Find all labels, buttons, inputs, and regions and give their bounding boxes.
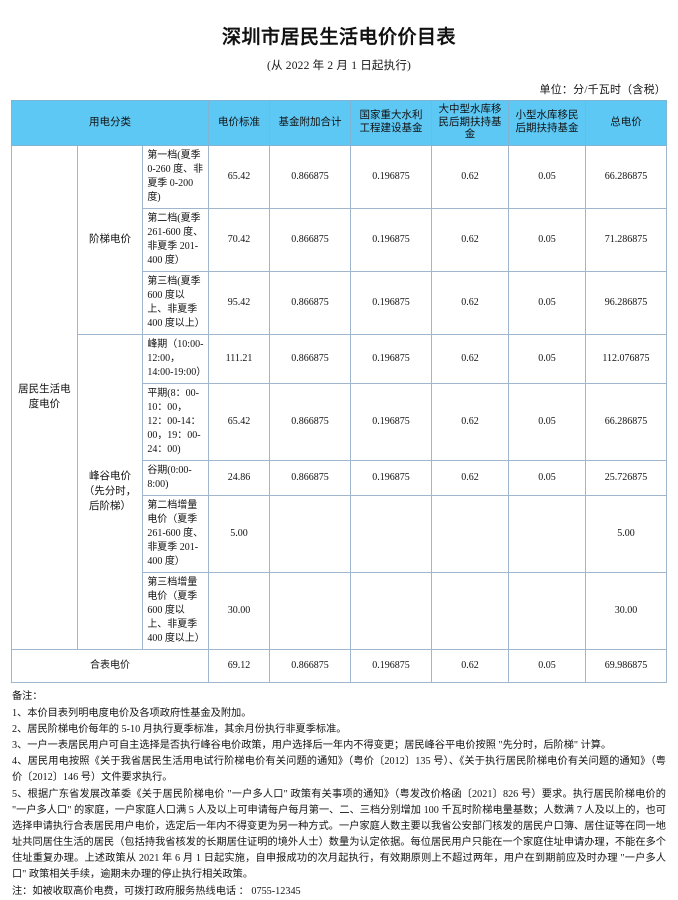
unit-note: 单位：分/千瓦时（含税） xyxy=(539,83,666,96)
total-total-price: 69.986875 xyxy=(585,648,667,683)
note-item-1: 1、本价目表列明电度电价及各项政府性基金及附加。 xyxy=(12,707,252,719)
cell-fund-surcharge-total xyxy=(269,494,351,573)
cell-price-standard: 24.86 xyxy=(208,459,270,496)
cell-national-major-water xyxy=(350,571,432,650)
cell-large-medium-reservoir: 0.62 xyxy=(431,382,509,461)
cell-price-standard: 30.00 xyxy=(208,571,270,650)
cell-price-standard: 111.21 xyxy=(208,333,270,384)
cell-fund-surcharge-total: 0.866875 xyxy=(269,144,351,209)
table-row: 第二档增量电价（夏季 261-600 度、非夏季 201-400 度） 5.00… xyxy=(12,494,667,573)
cell-fund-surcharge-total: 0.866875 xyxy=(269,333,351,384)
cell-price-standard: 95.42 xyxy=(208,270,270,335)
group-label-tier: 阶梯电价 xyxy=(76,144,144,335)
cell-large-medium-reservoir: 0.62 xyxy=(431,270,509,335)
cell-small-reservoir: 0.05 xyxy=(508,207,586,272)
row-desc: 谷期(0:00-8:00) xyxy=(142,459,209,496)
cell-national-major-water: 0.196875 xyxy=(350,333,432,384)
page-subtitle: (从 2022 年 2 月 1 日起执行) xyxy=(266,59,412,72)
cell-price-standard: 65.42 xyxy=(208,144,270,209)
cell-large-medium-reservoir: 0.62 xyxy=(431,144,509,209)
table-header: 用电分类 电价标准 基金附加合计 国家重大水利工程建设基金 大中型水库移民后期扶… xyxy=(11,99,667,146)
header-category: 用电分类 xyxy=(11,99,209,146)
cell-fund-surcharge-total: 0.866875 xyxy=(269,382,351,461)
cell-small-reservoir: 0.05 xyxy=(508,459,586,496)
cell-large-medium-reservoir: 0.62 xyxy=(431,333,509,384)
price-table-page: 深圳市居民生活电价价目表 (从 2022 年 2 月 1 日起执行) 单位：分/… xyxy=(11,27,667,897)
header-small-reservoir: 小型水库移民后期扶持基金 xyxy=(508,99,586,146)
total-national-major-water: 0.196875 xyxy=(350,648,432,683)
total-price-standard: 69.12 xyxy=(208,648,270,683)
header-large-medium-reservoir: 大中型水库移民后期扶持基金 xyxy=(431,99,509,146)
cell-total-price: 71.286875 xyxy=(585,207,667,272)
note-item-3: 3、一户一表居民用户可自主选择是否执行峰谷电价政策，用户选择后一年内不得变更；居… xyxy=(12,740,612,752)
table-row-total: 合表电价 69.12 0.866875 0.196875 0.62 0.05 6… xyxy=(11,648,667,683)
cell-total-price: 66.286875 xyxy=(585,382,667,461)
cell-national-major-water: 0.196875 xyxy=(350,144,432,209)
cell-price-standard: 5.00 xyxy=(208,494,270,573)
cell-large-medium-reservoir xyxy=(431,494,509,573)
cell-price-standard: 70.42 xyxy=(208,207,270,272)
table-row: 谷期(0:00-8:00) 24.86 0.866875 0.196875 0.… xyxy=(12,459,667,496)
cell-large-medium-reservoir xyxy=(431,571,509,650)
row-desc: 第二档(夏季 261-600 度、非夏季 201-400 度） xyxy=(142,207,209,272)
cell-total-price: 66.286875 xyxy=(585,144,667,209)
note-item-4: 4、居民用电按照《关于我省居民生活用电试行阶梯电价有关问题的通知》（粤价〔201… xyxy=(12,756,666,784)
cell-fund-surcharge-total: 0.866875 xyxy=(269,270,351,335)
row-desc: 峰期（10:00-12:00，14:00-19:00） xyxy=(142,333,209,384)
total-large-medium-reservoir: 0.62 xyxy=(431,648,509,683)
cell-national-major-water: 0.196875 xyxy=(350,270,432,335)
cell-large-medium-reservoir: 0.62 xyxy=(431,207,509,272)
total-small-reservoir: 0.05 xyxy=(508,648,586,683)
table-header-row: 用电分类 电价标准 基金附加合计 国家重大水利工程建设基金 大中型水库移民后期扶… xyxy=(11,99,667,146)
cell-national-major-water xyxy=(350,494,432,573)
electricity-price-table: 用电分类 电价标准 基金附加合计 国家重大水利工程建设基金 大中型水库移民后期扶… xyxy=(11,99,667,683)
cell-national-major-water: 0.196875 xyxy=(350,382,432,461)
cell-small-reservoir xyxy=(508,494,586,573)
notes-heading: 备注： xyxy=(12,690,43,702)
cell-fund-surcharge-total xyxy=(269,571,351,650)
row-desc: 第三档(夏季 600 度以上、非夏季 400 度以上） xyxy=(142,270,209,335)
header-fund-surcharge-total: 基金附加合计 xyxy=(269,99,351,146)
header-national-major-water: 国家重大水利工程建设基金 xyxy=(350,99,432,146)
note-item-5: 5、根据广东省发展改革委《关于居民阶梯电价 "一户多人口" 政策有关事项的通知》… xyxy=(12,788,666,881)
cell-total-price: 30.00 xyxy=(585,571,667,650)
notes-footer: 注：如被收取高价电费，可拨打政府服务热线电话 ： 0755-12345 xyxy=(12,886,301,898)
cell-large-medium-reservoir: 0.62 xyxy=(431,459,509,496)
cell-national-major-water: 0.196875 xyxy=(350,459,432,496)
cell-price-standard: 65.42 xyxy=(208,382,270,461)
row-desc: 平期(8：00-10：00，12：00-14：00，19：00-24：00) xyxy=(142,382,209,461)
table-container: 用电分类 电价标准 基金附加合计 国家重大水利工程建设基金 大中型水库移民后期扶… xyxy=(0,97,678,683)
cell-total-price: 25.726875 xyxy=(585,459,667,496)
notes-section: 备注： 1、本价目表列明电度电价及各项政府性基金及附加。 2、居民阶梯电价每年的… xyxy=(0,683,678,900)
header-price-standard: 电价标准 xyxy=(208,99,270,146)
group-label-residential: 居民生活电度电价 xyxy=(11,144,78,650)
table-row: 第二档(夏季 261-600 度、非夏季 201-400 度） 70.42 0.… xyxy=(12,207,667,272)
cell-small-reservoir xyxy=(508,571,586,650)
cell-small-reservoir: 0.05 xyxy=(508,144,586,209)
cell-small-reservoir: 0.05 xyxy=(508,333,586,384)
header-total-price: 总电价 xyxy=(585,99,667,146)
cell-national-major-water: 0.196875 xyxy=(350,207,432,272)
cell-fund-surcharge-total: 0.866875 xyxy=(269,459,351,496)
row-desc: 第三档增量电价（夏季 600 度以上、非夏季 400 度以上） xyxy=(142,571,209,650)
row-desc: 第二档增量电价（夏季 261-600 度、非夏季 201-400 度） xyxy=(142,494,209,573)
group-label-peak-valley: 峰谷电价（先分时，后阶梯） xyxy=(76,333,144,650)
table-row: 居民生活电度电价 阶梯电价 第一档(夏季 0-260 度、非夏季 0-200 度… xyxy=(11,144,667,650)
cell-fund-surcharge-total: 0.866875 xyxy=(269,207,351,272)
table-body: 居民生活电度电价 阶梯电价 第一档(夏季 0-260 度、非夏季 0-200 度… xyxy=(11,144,667,683)
cell-total-price: 112.076875 xyxy=(585,333,667,384)
table-row: 峰谷电价（先分时，后阶梯） 峰期（10:00-12:00，14:00-19:00… xyxy=(12,333,667,650)
cell-small-reservoir: 0.05 xyxy=(508,270,586,335)
row-desc: 第一档(夏季 0-260 度、非夏季 0-200 度) xyxy=(142,144,209,209)
note-item-2: 2、居民阶梯电价每年的 5-10 月执行夏季标准，其余月份执行非夏季标准。 xyxy=(12,724,347,736)
table-row: 第三档(夏季 600 度以上、非夏季 400 度以上） 95.42 0.8668… xyxy=(12,270,667,335)
cell-total-price: 96.286875 xyxy=(585,270,667,335)
cell-total-price: 5.00 xyxy=(585,494,667,573)
total-fund-surcharge-total: 0.866875 xyxy=(269,648,351,683)
total-row-label: 合表电价 xyxy=(11,648,209,683)
page-title: 深圳市居民生活电价价目表 xyxy=(221,27,456,48)
cell-small-reservoir: 0.05 xyxy=(508,382,586,461)
